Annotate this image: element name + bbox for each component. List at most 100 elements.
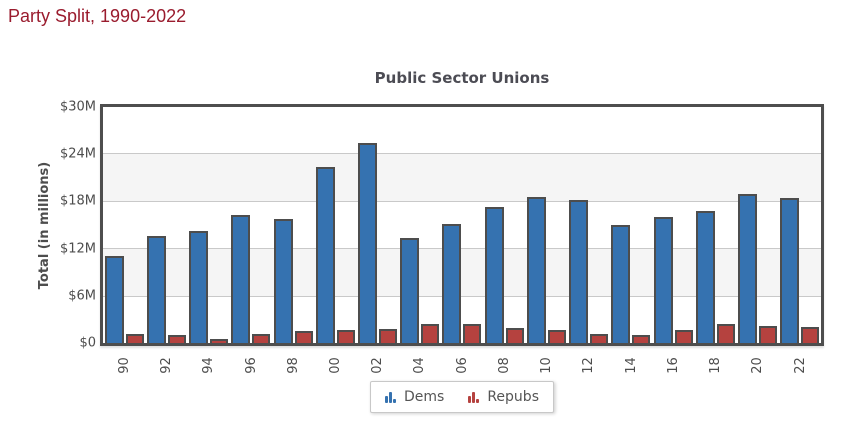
bar-repubs-22[interactable] [801, 327, 820, 343]
bar-group-18 [694, 107, 736, 343]
x-tick-label-02: 02 [370, 356, 386, 374]
x-tick-cell: 02 [356, 350, 398, 380]
x-axis-ticks: 90 92 94 96 98 00 02 04 06 08 10 12 14 16 18 20 22 [103, 350, 821, 380]
x-tick-cell: 04 [399, 350, 441, 380]
x-tick-cell: 18 [694, 350, 736, 380]
y-tick-label: $0 [79, 335, 96, 351]
x-tick-cell: 20 [737, 350, 779, 380]
bar-dems-06[interactable] [442, 224, 462, 343]
bar-repubs-06[interactable] [463, 324, 482, 343]
bar-dems-14[interactable] [611, 225, 631, 343]
legend-item-dems[interactable]: Dems [385, 389, 444, 405]
bar-repubs-90[interactable] [125, 334, 144, 343]
bar-repubs-02[interactable] [379, 329, 398, 343]
bar-group-00 [314, 107, 356, 343]
bar-group-06 [441, 107, 483, 343]
plot-area [100, 104, 824, 346]
plot-band [103, 153, 821, 201]
bar-group-20 [737, 107, 779, 343]
x-tick-cell: 12 [568, 350, 610, 380]
bar-dems-18[interactable] [695, 211, 715, 343]
x-tick-cell: 98 [272, 350, 314, 380]
bar-repubs-00[interactable] [336, 330, 355, 343]
bar-chart-icon [385, 391, 397, 403]
x-tick-label-20: 20 [750, 356, 766, 374]
x-tick-label-22: 22 [792, 356, 808, 374]
bar-dems-00[interactable] [315, 167, 335, 343]
x-tick-cell: 06 [441, 350, 483, 380]
bar-repubs-94[interactable] [210, 339, 229, 343]
y-tick-label: $18M [59, 193, 96, 209]
x-tick-cell: 96 [230, 350, 272, 380]
bar-repubs-98[interactable] [294, 331, 313, 343]
x-tick-label-04: 04 [412, 356, 428, 374]
bar-group-94 [187, 107, 229, 343]
legend-item-repubs[interactable]: Repubs [468, 389, 539, 405]
x-tick-label-98: 98 [285, 356, 301, 374]
x-tick-label-14: 14 [623, 356, 639, 374]
bar-dems-04[interactable] [400, 238, 420, 343]
x-tick-label-90: 90 [116, 356, 132, 374]
x-tick-label-06: 06 [454, 356, 470, 374]
bar-group-10 [525, 107, 567, 343]
bar-dems-98[interactable] [273, 219, 293, 343]
bar-dems-08[interactable] [484, 207, 504, 343]
bar-group-08 [483, 107, 525, 343]
bar-repubs-10[interactable] [547, 330, 566, 343]
bar-repubs-92[interactable] [167, 335, 186, 343]
y-tick-label: $30M [59, 99, 96, 115]
bar-dems-92[interactable] [146, 236, 166, 343]
bar-dems-22[interactable] [780, 198, 800, 343]
bar-repubs-14[interactable] [632, 335, 651, 343]
y-tick-label: $12M [59, 241, 96, 257]
x-tick-label-96: 96 [243, 356, 259, 374]
x-tick-label-08: 08 [496, 356, 512, 374]
x-tick-cell: 90 [103, 350, 145, 380]
x-tick-label-12: 12 [581, 356, 597, 374]
bar-group-22 [779, 107, 821, 343]
bar-group-14 [610, 107, 652, 343]
x-tick-label-10: 10 [538, 356, 554, 374]
bar-repubs-20[interactable] [759, 326, 778, 343]
x-tick-label-00: 00 [327, 356, 343, 374]
bar-dems-90[interactable] [104, 256, 124, 343]
bar-repubs-08[interactable] [505, 328, 524, 343]
bar-group-02 [356, 107, 398, 343]
x-tick-cell: 10 [525, 350, 567, 380]
bar-group-04 [399, 107, 441, 343]
x-tick-label-92: 92 [158, 356, 174, 374]
bar-dems-16[interactable] [653, 217, 673, 343]
bar-dems-96[interactable] [231, 215, 251, 343]
bars-layer [103, 107, 821, 343]
bar-repubs-16[interactable] [674, 330, 693, 343]
x-tick-cell: 92 [145, 350, 187, 380]
bar-group-12 [568, 107, 610, 343]
chart-title: Public Sector Unions [374, 69, 550, 87]
bar-dems-20[interactable] [738, 194, 758, 343]
bar-repubs-12[interactable] [590, 334, 609, 343]
x-tick-label-16: 16 [665, 356, 681, 374]
bar-group-92 [145, 107, 187, 343]
bar-dems-10[interactable] [526, 197, 546, 343]
x-tick-cell: 08 [483, 350, 525, 380]
bar-repubs-96[interactable] [252, 334, 271, 343]
bar-dems-94[interactable] [189, 231, 209, 343]
bar-dems-12[interactable] [569, 200, 589, 343]
legend-label-dems: Dems [404, 389, 445, 405]
bar-group-90 [103, 107, 145, 343]
bar-repubs-18[interactable] [716, 324, 735, 343]
x-tick-cell: 94 [187, 350, 229, 380]
y-axis-ticks: $30M $24M $18M $12M $6M $0 [38, 100, 96, 351]
bar-chart-icon [468, 391, 480, 403]
x-tick-label-94: 94 [201, 356, 217, 374]
x-tick-cell: 16 [652, 350, 694, 380]
bar-repubs-04[interactable] [421, 324, 440, 343]
x-tick-label-18: 18 [707, 356, 723, 374]
x-tick-cell: 14 [610, 350, 652, 380]
y-tick-label: $6M [68, 288, 96, 304]
legend: Dems Repubs [370, 381, 554, 413]
bar-dems-02[interactable] [358, 143, 378, 343]
bar-group-96 [230, 107, 272, 343]
x-tick-cell: 22 [779, 350, 821, 380]
